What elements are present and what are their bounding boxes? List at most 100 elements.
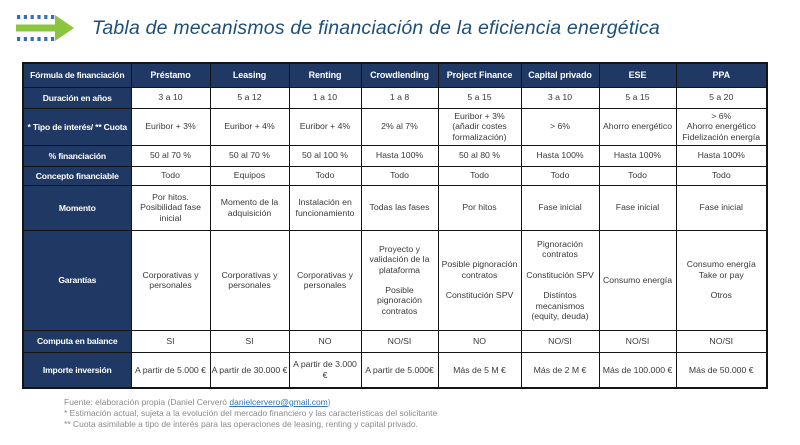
- table-cell: Euribor + 4%: [288, 107, 362, 146]
- corner-header: Fórmula de financiación: [22, 62, 132, 88]
- table-cell: Todo: [288, 165, 362, 186]
- column-header-ppa: PPA: [675, 62, 768, 88]
- table-cell: Corporativas y personales: [288, 229, 362, 331]
- table-row: * Tipo de interés/ ** Cuota Euribor + 3%…: [22, 107, 768, 146]
- table-cell: Fase inicial: [675, 184, 768, 231]
- table-cell: NO/SI: [520, 329, 600, 353]
- table-cell: Corporativas y personales: [130, 229, 211, 331]
- table-cell: Por hitos: [437, 184, 522, 231]
- row-label-importe: Importe inversión: [22, 351, 132, 389]
- financing-table: Fórmula de financiación Préstamo Leasing…: [22, 62, 768, 389]
- table-cell: Todas las fases: [360, 184, 439, 231]
- table-cell: Todo: [130, 165, 211, 186]
- table-cell: 50 al 70 %: [130, 144, 211, 167]
- table-cell: 3 a 10: [520, 86, 600, 109]
- table-cell: NO/SI: [675, 329, 768, 353]
- row-label-momento: Momento: [22, 184, 132, 231]
- table-cell: Todo: [360, 165, 439, 186]
- table-cell: Todo: [675, 165, 768, 186]
- table-cell: 1 a 10: [288, 86, 362, 109]
- table-cell: Hasta 100%: [675, 144, 768, 167]
- column-header-prestamo: Préstamo: [130, 62, 211, 88]
- table-cell: 5 a 20: [675, 86, 768, 109]
- table-cell: A partir de 30.000 €: [209, 351, 290, 389]
- table-cell: Hasta 100%: [520, 144, 600, 167]
- table-cell: Instalación en funcionamiento: [288, 184, 362, 231]
- table-cell: Todo: [598, 165, 677, 186]
- title-row: Tabla de mecanismos de financiación de l…: [14, 10, 660, 46]
- table-cell: Por hitos. Posibilidad fase inicial: [130, 184, 211, 231]
- table-cell: A partir de 5.000 €: [130, 351, 211, 389]
- table-cell: Consumo energía: [598, 229, 677, 331]
- table-cell: Equipos: [209, 165, 290, 186]
- row-label-financiacion: % financiación: [22, 144, 132, 167]
- row-label-duracion: Duración en años: [22, 86, 132, 109]
- table-cell: A partir de 3.000 €: [288, 351, 362, 389]
- table-cell: 50 al 80 %: [437, 144, 522, 167]
- row-label-computa: Computa en balance: [22, 329, 132, 353]
- table-cell: > 6%: [520, 107, 600, 146]
- table-cell: Más de 5 M €: [437, 351, 522, 389]
- table-cell: Momento de la adquisición: [209, 184, 290, 231]
- table-cell: Hasta 100%: [598, 144, 677, 167]
- table-cell: > 6% Ahorro energético Fidelización ener…: [675, 107, 768, 146]
- table-cell: Fase inicial: [598, 184, 677, 231]
- table-cell: 2% al 7%: [360, 107, 439, 146]
- table-cell: Más de 50.000 €: [675, 351, 768, 389]
- footnote-1: * Estimación actual, sujeta a la evoluci…: [64, 408, 438, 418]
- column-header-renting: Renting: [288, 62, 362, 88]
- table-cell: Más de 2 M €: [520, 351, 600, 389]
- table-row: Garantías Corporativas y personales Corp…: [22, 229, 768, 331]
- table-row: Computa en balance SI SI NO NO/SI NO NO/…: [22, 329, 768, 353]
- table-cell: A partir de 5.000€: [360, 351, 439, 389]
- table-cell: 3 a 10: [130, 86, 211, 109]
- table-cell: Posible pignoración contratos Constituci…: [437, 229, 522, 331]
- table-cell: 50 al 100 %: [288, 144, 362, 167]
- table-cell: Pignoración contratos Constitución SPV D…: [520, 229, 600, 331]
- row-label-garantias: Garantías: [22, 229, 132, 331]
- table-row: Momento Por hitos. Posibilidad fase inic…: [22, 184, 768, 231]
- table-cell: 50 al 70 %: [209, 144, 290, 167]
- table-row: Duración en años 3 a 10 5 a 12 1 a 10 1 …: [22, 86, 768, 109]
- table-cell: SI: [130, 329, 211, 353]
- footnote-2: ** Cuota asimilable a tipo de interés pa…: [64, 419, 418, 429]
- source-line: Fuente: elaboración propia (Daniel Cerve…: [64, 397, 437, 408]
- table-cell: 1 a 8: [360, 86, 439, 109]
- source-text: Fuente: elaboración propia (Daniel Cerve…: [64, 397, 230, 407]
- table-cell: Todo: [520, 165, 600, 186]
- table-cell: NO/SI: [598, 329, 677, 353]
- column-header-capital-privado: Capital privado: [520, 62, 600, 88]
- table-cell: SI: [209, 329, 290, 353]
- dotted-right-arrow-icon: [16, 15, 74, 41]
- table-cell: Más de 100.000 €: [598, 351, 677, 389]
- table-cell: Hasta 100%: [360, 144, 439, 167]
- column-header-crowdlending: Crowdlending: [360, 62, 439, 88]
- table-cell: Ahorro energético: [598, 107, 677, 146]
- table-cell: NO: [288, 329, 362, 353]
- table-cell: Euribor + 3% (añadir costes formalizació…: [437, 107, 522, 146]
- table-cell: 5 a 15: [598, 86, 677, 109]
- table-cell: 5 a 12: [209, 86, 290, 109]
- source-text-close: ): [327, 397, 331, 407]
- table-cell: NO: [437, 329, 522, 353]
- footer: Fuente: elaboración propia (Daniel Cerve…: [64, 397, 437, 430]
- email-link[interactable]: danielcervero@gmail.com: [229, 397, 328, 407]
- table-cell: Euribor + 4%: [209, 107, 290, 146]
- column-header-project-finance: Project Finance: [437, 62, 522, 88]
- table-row: % financiación 50 al 70 % 50 al 70 % 50 …: [22, 144, 768, 167]
- column-header-leasing: Leasing: [209, 62, 290, 88]
- table-cell: Fase inicial: [520, 184, 600, 231]
- table-cell: Euribor + 3%: [130, 107, 211, 146]
- table-cell: 5 a 15: [437, 86, 522, 109]
- table-cell: Consumo energía Take or pay Otros: [675, 229, 768, 331]
- table-cell: Corporativas y personales: [209, 229, 290, 331]
- table-cell: Todo: [437, 165, 522, 186]
- table-cell: NO/SI: [360, 329, 439, 353]
- page-title: Tabla de mecanismos de financiación de l…: [92, 16, 660, 39]
- table-header-row: Fórmula de financiación Préstamo Leasing…: [22, 62, 768, 88]
- column-header-ese: ESE: [598, 62, 677, 88]
- table-row: Concepto financiable Todo Equipos Todo T…: [22, 165, 768, 186]
- row-label-tipo-interes: * Tipo de interés/ ** Cuota: [22, 107, 132, 146]
- table-cell: Proyecto y validación de la plataforma P…: [360, 229, 439, 331]
